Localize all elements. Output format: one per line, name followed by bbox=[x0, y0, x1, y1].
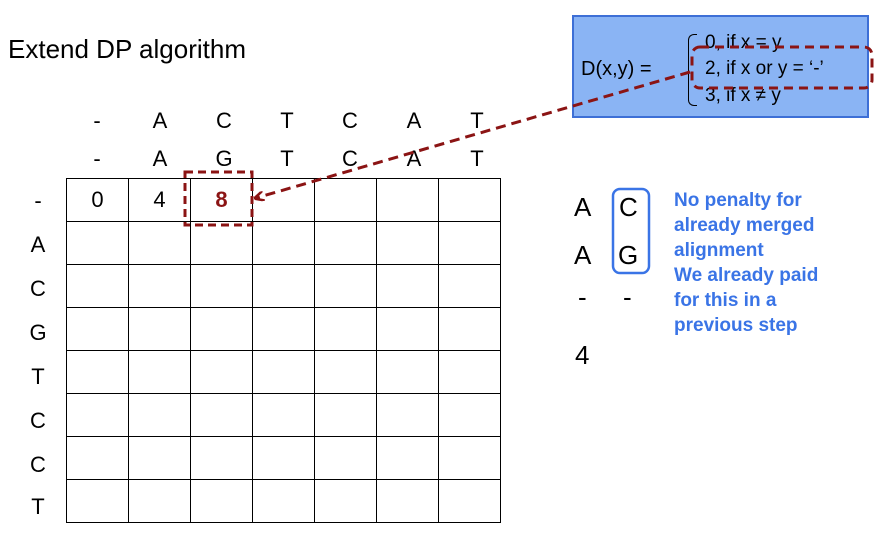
highlight-cell-box bbox=[185, 172, 252, 225]
column-highlight-box bbox=[613, 189, 649, 273]
gap-case-box bbox=[692, 47, 872, 88]
dashed-arrow bbox=[256, 72, 690, 198]
